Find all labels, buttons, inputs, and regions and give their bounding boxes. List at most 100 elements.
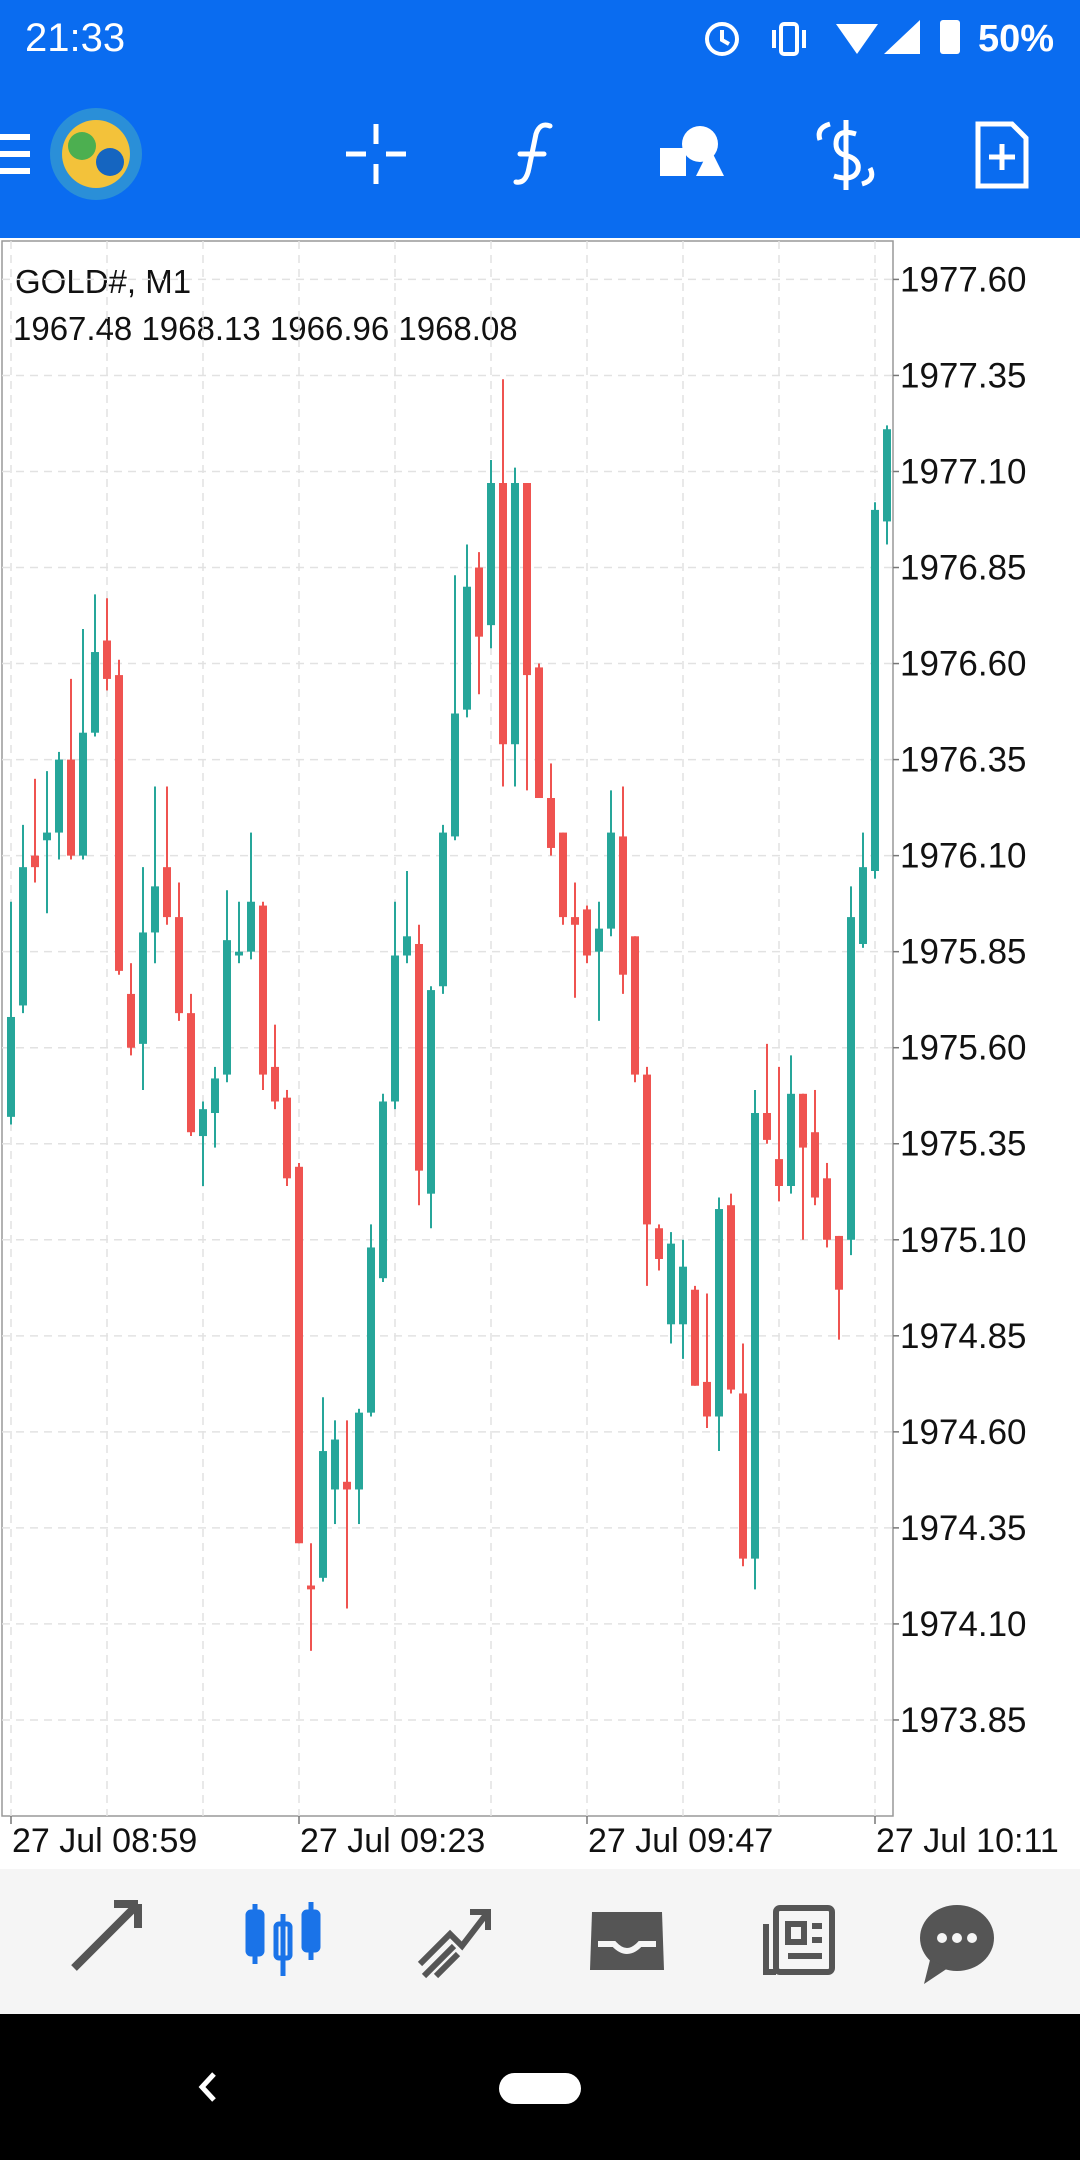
battery-level: 50% [978,18,1054,60]
menu-bar [0,151,30,157]
candle-body [691,1289,699,1386]
ohlc-label: 1967.48 1968.13 1966.96 1968.08 [13,310,518,347]
app-logo-figure [68,132,96,160]
y-tick-label: 1974.85 [900,1317,1027,1356]
candle-body [235,951,243,956]
trade-icon [417,1909,491,1979]
candles: 1977.60 1977.35 1977.10 1976.85 1976.60 1976.… [2,241,1059,1860]
candle-body [703,1381,711,1417]
candle-body [19,867,27,1006]
candle-body [295,1166,303,1544]
chart-area[interactable] [1,240,894,1817]
candle-body [259,905,267,1075]
candle-body [91,652,99,733]
candle-body [283,1097,291,1179]
candle-body [511,483,519,745]
candle-body [559,832,567,918]
y-tick-label: 1974.35 [900,1509,1027,1548]
candle-body [727,1205,735,1390]
signal-icon [884,20,920,54]
candle-body [79,732,87,856]
candle-body [415,943,423,1171]
chat-dot [952,1933,962,1943]
app-logo-figure [96,148,124,176]
back-button[interactable] [198,2072,216,2102]
battery-icon [940,20,960,54]
candle-body [127,993,135,1048]
candle-body [307,1585,315,1590]
candle-body [859,867,867,944]
candle-body [667,1243,675,1325]
candle-body [355,1412,363,1490]
x-tick-label: 27 Jul 08:59 [12,1822,197,1860]
vibrate-waves [772,30,806,48]
crosshair-icon [346,124,406,184]
candle-body [7,1016,15,1117]
history-tab[interactable] [590,1912,664,1970]
candle-body [643,1074,651,1225]
candle-body [319,1451,327,1578]
new-order-button[interactable] [975,121,1029,189]
candle-body [223,940,231,1075]
y-tick-label: 1975.35 [900,1125,1027,1164]
chat-tab[interactable] [920,1905,994,1984]
candle-body [787,1093,795,1186]
quotes-tab[interactable] [71,1900,142,1971]
history-tray [598,1941,656,1954]
y-tick-label: 1976.35 [900,741,1027,780]
candle-body [451,713,459,837]
chart-tab[interactable] [245,1902,321,1976]
y-tick-label: 1976.60 [900,645,1027,684]
status-time: 21:33 [25,16,125,60]
candle-body [247,901,255,952]
trade-tab[interactable] [417,1909,491,1979]
trade-button[interactable] [816,120,875,190]
candle-body [523,483,531,676]
candle-body [535,667,543,799]
candle-body [55,759,63,833]
history-icon [590,1912,664,1970]
home-button[interactable] [499,2073,581,2104]
trade-arrows [816,121,875,187]
y-tick-label: 1973.85 [900,1701,1027,1740]
candle-body [883,429,891,522]
candle-body [439,832,447,987]
status-icons [705,22,806,56]
candle-body [871,509,879,871]
y-tick-label: 1977.35 [900,356,1027,395]
candle-body [655,1228,663,1259]
candle-body [835,1235,843,1290]
candle-body [391,955,399,1102]
candle-body [31,855,39,868]
candle-body [475,567,483,637]
menu-bar [0,168,30,174]
function-icon [513,122,553,185]
indicators-button[interactable] [513,122,553,185]
chart-title: GOLD#, M1 [15,263,191,300]
y-tick-label: 1974.60 [900,1413,1027,1452]
candle-body [499,483,507,745]
candle-body [751,1113,759,1559]
candle-body [799,1093,807,1148]
candle-body [115,675,123,971]
x-tick-label: 27 Jul 10:11 [876,1822,1059,1860]
candle-body [571,917,579,925]
plus-icon [989,144,1015,170]
menu-button[interactable] [0,134,30,174]
candle-body [139,932,147,1044]
y-tick-label: 1974.10 [900,1605,1027,1644]
candle-body [463,586,471,710]
candle-body [739,1393,747,1559]
bottom-nav [0,1869,1080,2014]
y-tick-label: 1976.85 [900,549,1027,588]
candle-body [823,1178,831,1240]
news-tab[interactable] [763,1905,835,1975]
crosshair-button[interactable] [346,124,406,184]
candle-body [679,1266,687,1325]
chart-tab-wicks [252,1902,314,1976]
chat-dot [967,1933,977,1943]
objects-button[interactable] [660,126,724,176]
candle-body [331,1439,339,1490]
candle-body [763,1113,771,1140]
